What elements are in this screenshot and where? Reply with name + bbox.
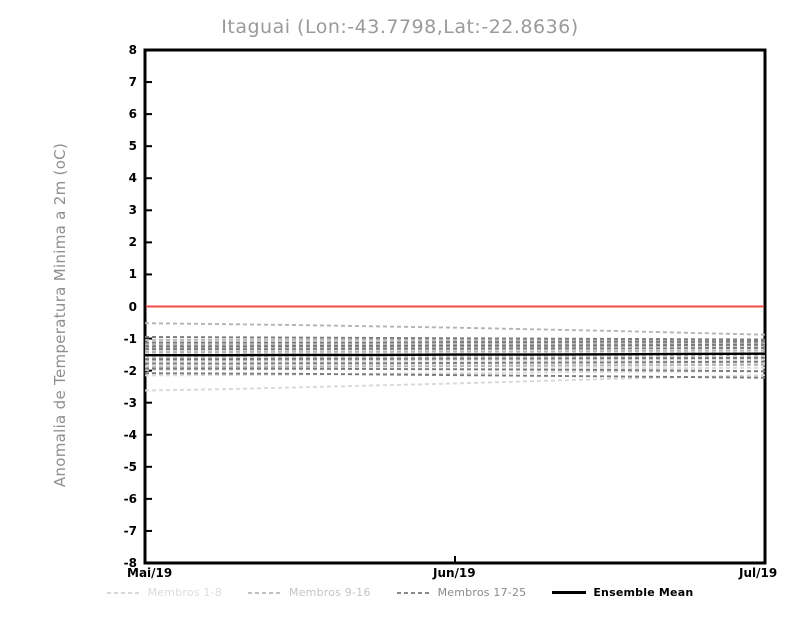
series-line <box>145 342 766 346</box>
chart-legend: Membros 1-8 Membros 9-16 Membros 17-25 Ense… <box>0 586 800 599</box>
axis-tick-marks <box>144 49 766 564</box>
y-axis-label: Anomalia de Temperatura Minima a 2m (oC) <box>51 142 69 488</box>
y-axis-tick-label: -3 <box>123 395 137 410</box>
chart-title: Itaguai (Lon:-43.7798,Lat:-22.8636) <box>221 16 579 38</box>
legend-item[interactable]: Membros 9-16 <box>248 586 371 599</box>
legend-line-icon <box>552 591 587 594</box>
y-axis-tick-label: 8 <box>128 43 137 57</box>
series-line <box>145 356 766 361</box>
series-line <box>144 374 766 392</box>
data-series-layer <box>144 322 766 392</box>
y-axis-tick-label: -1 <box>123 331 137 346</box>
y-axis-tick-label: 6 <box>128 107 137 122</box>
series-line <box>145 351 766 355</box>
series-line <box>145 355 766 359</box>
y-axis-tick-label: 4 <box>128 171 137 186</box>
legend-item[interactable]: Membros 1-8 <box>106 586 223 599</box>
legend-item[interactable]: Membros 17-25 <box>396 586 527 599</box>
series-line <box>144 322 766 336</box>
series-line <box>145 367 766 373</box>
y-axis-tick-label: 2 <box>128 235 137 250</box>
series-line <box>145 338 765 342</box>
series-line <box>144 362 766 367</box>
legend-label: Ensemble Mean <box>593 586 694 599</box>
y-axis-tick-label: -5 <box>123 459 137 474</box>
y-axis-tick-label: 5 <box>128 139 137 154</box>
y-axis-tick-label: -7 <box>123 523 137 538</box>
series-line <box>144 358 766 363</box>
legend-label: Membros 17-25 <box>437 586 527 599</box>
x-axis-tick-label: Mai/19 <box>127 566 173 580</box>
y-axis-tick-label: 3 <box>128 203 137 218</box>
series-line <box>145 349 766 353</box>
x-axis-tick-label: Jun/19 <box>433 566 476 580</box>
legend-label: Membros 9-16 <box>289 586 371 599</box>
y-axis-tick-label: 0 <box>128 299 137 314</box>
series-line <box>144 370 766 377</box>
series-line <box>145 340 766 344</box>
series-line <box>144 363 766 369</box>
legend-line-icon <box>396 591 431 594</box>
series-line <box>145 346 766 351</box>
series-line <box>145 352 766 357</box>
y-axis-tick-label: 1 <box>128 267 137 282</box>
legend-item[interactable]: Ensemble Mean <box>552 586 693 599</box>
legend-label: Membros 1-8 <box>147 586 223 599</box>
series-line <box>144 336 766 341</box>
series-line <box>145 343 766 348</box>
y-axis-tick-label: 7 <box>128 75 137 90</box>
y-axis-tick-label: -4 <box>123 427 137 442</box>
series-line <box>145 360 766 365</box>
series-line <box>144 372 766 379</box>
y-axis-tick-label: -8 <box>123 556 137 570</box>
y-axis-tick-label: -2 <box>123 363 137 378</box>
y-axis-tick-label: -6 <box>123 491 137 506</box>
series-line <box>145 344 766 349</box>
x-axis-tick-label: Jul/19 <box>739 566 778 580</box>
legend-line-icon <box>248 591 283 594</box>
legend-line-icon <box>106 591 141 594</box>
